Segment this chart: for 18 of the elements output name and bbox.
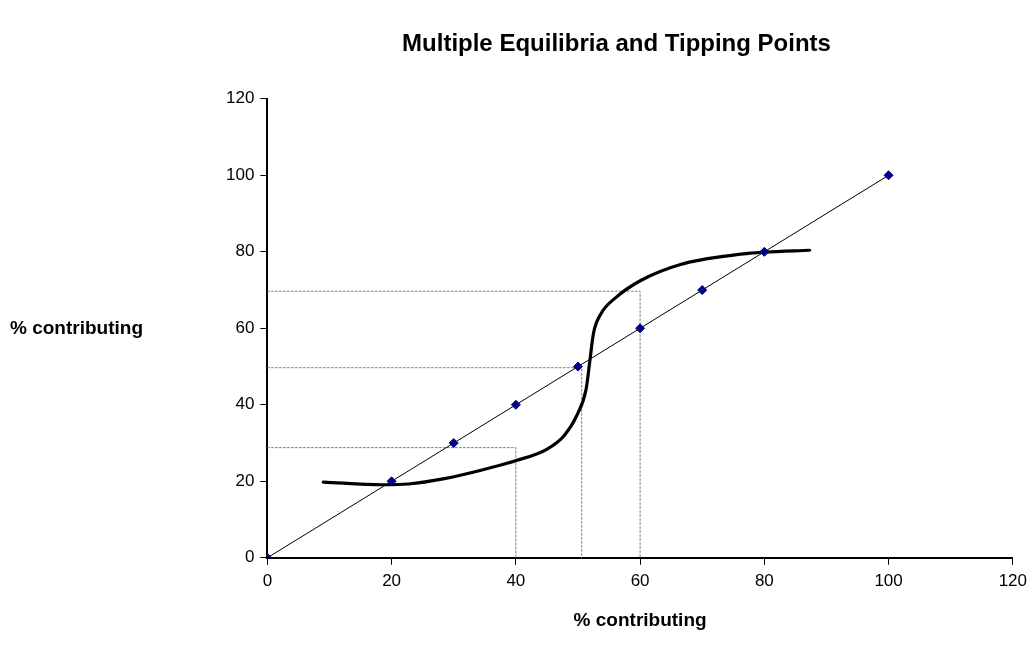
y-axis-title: % contributing [10, 316, 143, 338]
y-tick-label: 120 [225, 88, 255, 108]
x-tick-label: 60 [630, 570, 650, 590]
y-tick-label: 100 [225, 164, 255, 184]
x-tick-label: 0 [262, 570, 273, 590]
x-tick-label: 120 [998, 570, 1028, 590]
x-tick-label: 80 [754, 570, 774, 590]
chart-title: Multiple Equilibria and Tipping Points [402, 29, 831, 57]
x-tick-label: 40 [506, 570, 526, 590]
x-tick-label: 100 [874, 570, 903, 590]
y-tick-label: 60 [235, 317, 255, 337]
x-axis-title: % contributing [573, 608, 707, 630]
x-tick-label: 20 [382, 570, 402, 590]
y-tick-label: 0 [244, 547, 255, 567]
y-tick-label: 20 [235, 470, 255, 490]
y-tick-label: 40 [235, 394, 255, 414]
y-tick-label: 80 [235, 241, 255, 261]
line-series [321, 248, 812, 487]
